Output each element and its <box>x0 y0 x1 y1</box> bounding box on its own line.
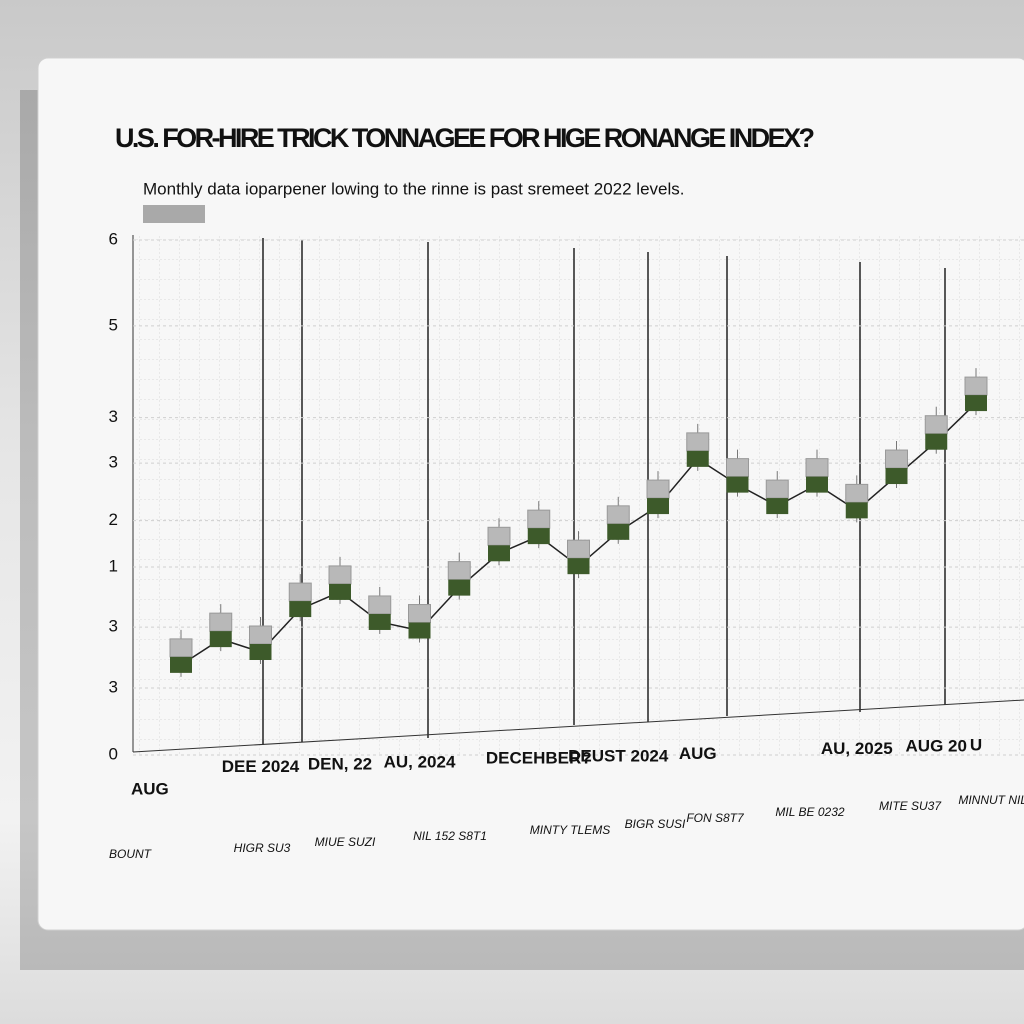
y-tick-label: 6 <box>109 229 118 248</box>
y-tick-label: 5 <box>109 315 118 334</box>
candle-top <box>288 582 312 602</box>
footer-label: MINNUT NILLE <box>958 793 1024 807</box>
point-marker <box>289 601 312 618</box>
point-marker <box>925 433 948 450</box>
point-marker <box>170 656 192 673</box>
candle-top <box>328 565 352 585</box>
candle-top <box>765 479 789 499</box>
y-tick-label: 2 <box>109 510 118 529</box>
x-tick-label: DECEHBER? <box>486 749 592 768</box>
point-marker <box>885 468 908 485</box>
candle-top <box>249 625 272 645</box>
point-marker <box>329 583 351 600</box>
footer-label: BOUNT <box>109 847 153 861</box>
candle-top <box>527 509 551 529</box>
candle-top <box>924 415 948 435</box>
minor-grid <box>133 235 1024 755</box>
y-tick-label: 3 <box>109 453 118 472</box>
x-tick-label: AUG 20 <box>906 737 967 756</box>
candle-top <box>726 458 749 478</box>
candle-top <box>964 376 988 396</box>
point-marker <box>726 476 749 493</box>
x-axis <box>132 699 1024 753</box>
footer-label: HIGR SU3 <box>234 841 291 855</box>
candle-top <box>368 595 392 615</box>
footer-label: MITE SU37 <box>879 799 942 813</box>
point-marker <box>845 502 868 519</box>
candle-top <box>209 612 233 632</box>
footer-label: NIL 152 S8T1 <box>413 829 487 843</box>
x-tick-label: U <box>970 735 982 754</box>
candle-top <box>885 449 908 469</box>
y-tick-label: 3 <box>109 407 118 426</box>
point-marker <box>368 613 391 630</box>
y-tick-label: 1 <box>109 557 118 576</box>
footer-label: MINTY TLEMS <box>530 823 610 837</box>
candle-top <box>686 432 710 452</box>
chart-subtitle: Monthly data ioparpener lowing to the ri… <box>143 179 684 198</box>
point-marker <box>607 523 630 540</box>
x-tick-label: AUG <box>679 744 717 763</box>
point-marker <box>408 622 431 639</box>
y-tick-label: 3 <box>109 678 118 697</box>
x-tick-label: DEE 2024 <box>222 757 300 776</box>
x-tick-label: AU, 2025 <box>821 739 893 758</box>
point-marker <box>686 450 709 467</box>
point-marker <box>488 545 510 562</box>
legend-swatch <box>143 205 205 223</box>
candle-top <box>408 604 431 624</box>
y-tick-label: 0 <box>109 744 118 763</box>
candle-top <box>169 638 193 658</box>
point-marker <box>647 498 669 515</box>
candle-top <box>646 479 670 499</box>
point-marker <box>567 558 590 575</box>
candle-top <box>805 458 829 478</box>
candle-top <box>606 505 630 525</box>
point-marker <box>766 498 789 515</box>
point-marker <box>209 631 232 648</box>
x-tick-label: AUG <box>131 779 169 798</box>
point-marker <box>249 644 272 660</box>
y-tick-label: 3 <box>109 617 118 636</box>
candle-top <box>567 539 590 559</box>
point-marker <box>806 476 828 493</box>
candle-top <box>487 526 511 546</box>
point-marker <box>527 528 550 545</box>
candle-top <box>447 561 471 581</box>
x-tick-label: AU, 2024 <box>384 752 456 771</box>
point-marker <box>965 395 987 412</box>
footer-label: FON S8T7 <box>686 811 745 825</box>
chart-title: U.S. FOR-HIRE TRICK TONNAGEE FOR HIGE RO… <box>115 123 815 153</box>
x-tick-label: DEUST 2024 <box>568 746 669 765</box>
point-marker <box>448 579 471 596</box>
footer-label: BIGR SUSI <box>625 817 686 831</box>
footer-label: MIUE SUZI <box>315 835 376 849</box>
x-tick-label: DEN, 22 <box>308 755 372 774</box>
footer-label: MIL BE 0232 <box>775 805 844 819</box>
candle-top <box>845 483 869 503</box>
